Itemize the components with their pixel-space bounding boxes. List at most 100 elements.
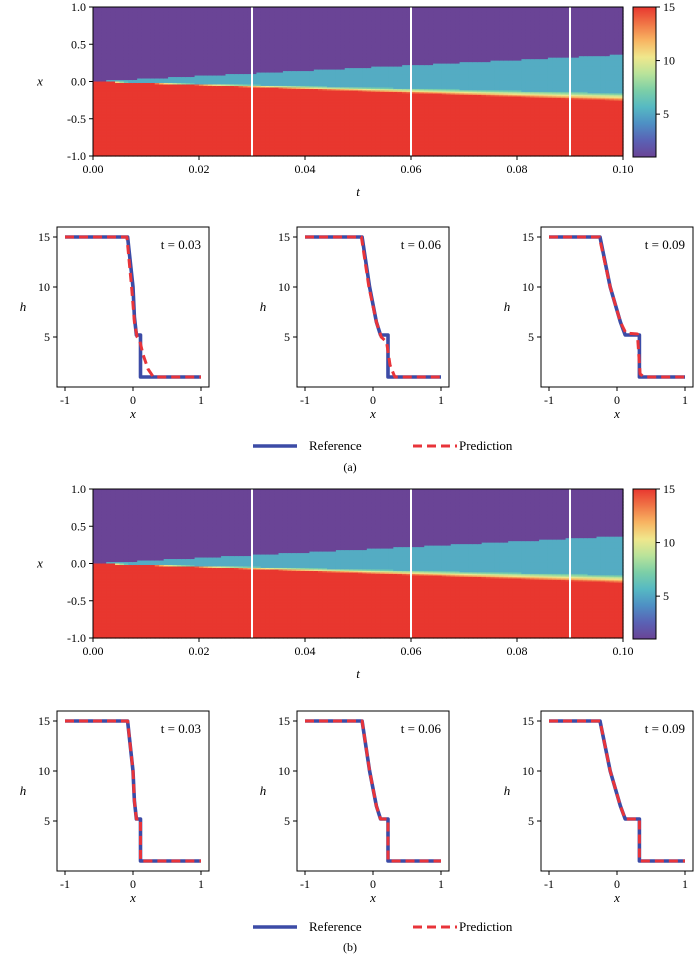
heatmap-cell	[159, 42, 165, 45]
heatmap-cell	[132, 85, 138, 89]
heatmap-cell	[141, 123, 147, 126]
heatmap-cell	[194, 38, 200, 41]
heatmap-cell	[146, 114, 152, 117]
heatmap-cell	[110, 88, 116, 92]
heatmap-cell	[128, 39, 134, 42]
heatmap-cell	[154, 56, 160, 59]
heatmap-cell	[150, 41, 156, 44]
heatmap-cell	[93, 120, 99, 123]
heatmap-cell	[115, 12, 121, 16]
heatmap-cell	[106, 23, 112, 26]
heatmap-cell	[181, 60, 187, 63]
heatmap-cell	[154, 66, 160, 69]
heatmap-cell	[221, 45, 227, 48]
heatmap-cell	[101, 118, 107, 121]
heatmap-cell	[123, 71, 129, 74]
heatmap-cell	[190, 144, 196, 147]
heatmap-cell	[181, 21, 187, 24]
heatmap-cell	[123, 57, 129, 60]
heatmap-cell	[181, 45, 187, 48]
heatmap-cell	[128, 27, 134, 30]
heatmap-cell	[185, 74, 191, 77]
heatmap-cell	[199, 63, 205, 66]
heatmap-cell	[101, 142, 107, 145]
heatmap-cell	[115, 41, 121, 44]
heatmap-cell	[119, 57, 125, 60]
heatmap-cell	[128, 124, 134, 127]
heatmap-cell	[168, 66, 174, 69]
heatmap-cell	[110, 93, 116, 96]
heatmap-cell	[150, 90, 156, 93]
heatmap-cell	[128, 29, 134, 32]
heatmap-cell	[185, 12, 191, 16]
heatmap-cell	[106, 74, 112, 77]
heatmap-cell	[132, 138, 138, 141]
heatmap-cell	[146, 153, 152, 156]
heatmap-cell	[221, 72, 227, 75]
heatmap-cell	[190, 45, 196, 48]
heatmap-cell	[128, 100, 134, 103]
heatmap-cell	[115, 117, 121, 120]
heatmap-cell	[119, 20, 125, 23]
heatmap-cell	[93, 96, 99, 99]
heatmap-cell	[172, 44, 178, 47]
heatmap-cell	[146, 54, 152, 57]
heatmap-cell	[216, 29, 222, 32]
heatmap-cell	[172, 8, 178, 11]
heatmap-cell	[181, 8, 187, 11]
heatmap-cell	[221, 12, 227, 16]
heatmap-cell	[154, 117, 160, 120]
heatmap-cell	[146, 99, 152, 102]
heatmap-cell	[185, 29, 191, 32]
heatmap-cell	[168, 81, 174, 84]
heatmap-cell	[128, 135, 134, 138]
heatmap-cell	[110, 81, 116, 84]
heatmap-cell	[203, 11, 209, 14]
heatmap-cell	[115, 44, 121, 47]
heatmap-cell	[203, 105, 209, 108]
heatmap-cell	[221, 112, 227, 115]
heatmap-cell	[97, 103, 103, 106]
heatmap-cell	[216, 138, 222, 141]
heatmap-cell	[150, 109, 156, 112]
heatmap-cell	[203, 33, 209, 36]
heatmap-cell	[216, 88, 222, 92]
heatmap-cell	[212, 44, 218, 47]
heatmap-cell	[141, 69, 147, 72]
heatmap-cell	[154, 133, 160, 136]
heatmap-cell	[119, 150, 125, 153]
heatmap-cell	[115, 75, 121, 78]
heatmap-cell	[181, 108, 187, 111]
heatmap-cell	[159, 141, 165, 144]
heatmap-cell	[159, 45, 165, 48]
heatmap-cell	[106, 59, 112, 62]
heatmap-cell	[115, 14, 121, 17]
heatmap-cell	[185, 24, 191, 27]
heatmap-cell	[150, 136, 156, 139]
heatmap-cell	[163, 66, 169, 69]
heatmap-cell	[93, 42, 99, 45]
heatmap-cell	[137, 7, 143, 10]
heatmap-cell	[141, 147, 147, 150]
heatmap-cell	[181, 87, 187, 90]
heatmap-cell	[190, 29, 196, 32]
heatmap-cell	[207, 7, 213, 10]
heatmap-cell	[176, 126, 182, 129]
heatmap-cell	[221, 139, 227, 142]
heatmap-cell	[207, 53, 213, 56]
heatmap-cell	[168, 24, 174, 27]
heatmap-cell	[123, 75, 129, 78]
heatmap-cell	[132, 112, 138, 115]
heatmap-cell	[212, 142, 218, 145]
heatmap-cell	[123, 147, 129, 150]
heatmap-cell	[221, 62, 227, 65]
heatmap-cell	[101, 84, 107, 87]
heatmap-cell	[159, 18, 165, 22]
heatmap-cell	[194, 8, 200, 11]
heatmap-cell	[176, 97, 182, 100]
heatmap-cell	[221, 147, 227, 150]
heatmap-cell	[185, 127, 191, 130]
heatmap-cell	[137, 133, 143, 136]
heatmap-cell	[181, 111, 187, 114]
heatmap-cell	[97, 18, 103, 22]
